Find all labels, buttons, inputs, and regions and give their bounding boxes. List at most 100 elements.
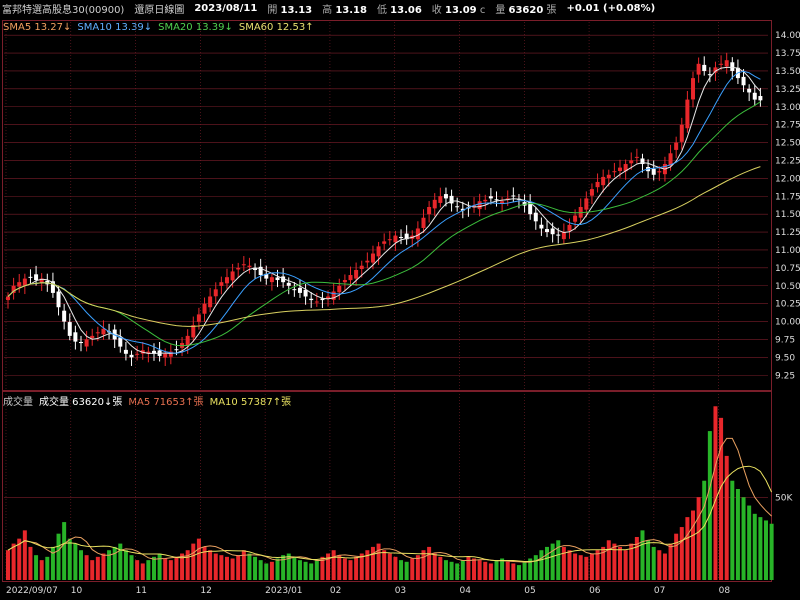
volume-bar: [281, 555, 286, 580]
price-panel[interactable]: [2, 20, 772, 391]
candle-body: [370, 253, 375, 263]
price-tick-label: 13.50: [775, 67, 800, 77]
volume-bar: [62, 522, 67, 580]
security-title: 富邦特選高股息30(00900): [2, 5, 125, 16]
volume-bar: [196, 538, 201, 580]
candle-body: [702, 64, 707, 71]
volume-bar: [365, 550, 370, 580]
volume-bar: [460, 560, 465, 580]
volume-bar: [415, 555, 420, 580]
volume-bar: [337, 555, 342, 580]
volume-bar: [561, 546, 566, 580]
candle-body: [90, 335, 95, 339]
volume-bar: [618, 546, 623, 580]
sma10-line: [7, 70, 761, 354]
volume-bar: [522, 561, 527, 580]
candle-body: [331, 291, 336, 300]
volume-bar: [101, 553, 106, 580]
volume-bar: [421, 550, 426, 580]
volume-bar: [331, 550, 336, 580]
candle-body: [606, 174, 611, 179]
volume-bar: [707, 431, 712, 580]
price-tick-label: 9.50: [775, 353, 795, 363]
volume-bar: [556, 540, 561, 580]
sma60-legend: SMA60 12.53↑: [238, 22, 314, 33]
x-tick-label: 2023/01: [265, 586, 303, 596]
volume-bar: [236, 555, 241, 580]
volume-legend-title: 成交量: [3, 397, 33, 408]
candle-body: [477, 201, 482, 210]
volume-bar: [73, 543, 78, 580]
volume-bar: [578, 555, 583, 580]
volume-bar: [157, 553, 162, 580]
volume-bar: [6, 550, 10, 580]
volume-bar: [123, 550, 128, 580]
volume-bar: [297, 560, 302, 580]
chart-type-label[interactable]: 還原日線圖: [134, 5, 185, 16]
volume-bar: [500, 558, 505, 580]
candle-body: [696, 63, 701, 75]
x-tick-label: 05: [524, 586, 536, 596]
candle-body: [146, 351, 151, 354]
volume-bar: [668, 543, 673, 580]
candle-body: [584, 198, 589, 210]
candle-body: [129, 354, 134, 358]
sma60-line: [7, 166, 761, 327]
candle-body: [258, 266, 263, 276]
volume-bar: [370, 546, 375, 580]
candle-body: [281, 276, 286, 283]
volume-bar: [764, 520, 768, 580]
volume-bar: [253, 556, 258, 580]
price-tick-label: 11.75: [775, 192, 800, 202]
candle-body: [618, 167, 623, 172]
price-tick-label: 14.00: [775, 31, 800, 41]
volume-bar: [275, 558, 280, 580]
candle-body: [376, 246, 381, 257]
candle-body: [174, 349, 179, 351]
x-tick-label: 07: [653, 586, 666, 596]
volume-bar: [129, 555, 134, 580]
volume-bar: [472, 558, 477, 580]
candle-body: [50, 281, 55, 293]
volume-bar: [573, 553, 578, 580]
volume-bar: [691, 510, 696, 580]
volume-bar: [387, 553, 392, 580]
candle-body: [404, 233, 409, 240]
volume-bar: [286, 553, 291, 580]
candle-body: [320, 298, 325, 301]
volume-bar: [213, 553, 218, 580]
volume-bar: [443, 560, 448, 580]
candle-body: [460, 208, 465, 211]
price-tick-label: 12.25: [775, 156, 800, 166]
volume-bar: [202, 546, 207, 580]
price-tick-label: 10.25: [775, 300, 800, 310]
candle-body: [67, 322, 72, 336]
volume-unit: 張: [546, 5, 557, 16]
candle-body: [236, 267, 241, 270]
candle-body: [629, 160, 634, 164]
candle-body: [22, 278, 27, 286]
x-tick-label: 12: [200, 586, 212, 596]
candle-body: [488, 196, 493, 199]
volume-bar: [342, 558, 347, 580]
candle-body: [505, 198, 510, 200]
volume-bar: [34, 555, 39, 580]
volume-bar: [747, 505, 752, 580]
volume-bar: [539, 550, 544, 580]
low-value: 13.06: [390, 5, 422, 16]
candle-body: [348, 275, 353, 281]
candle-body: [34, 274, 39, 281]
x-tick-label: 11: [135, 586, 148, 596]
candle-body: [224, 277, 229, 284]
c-label: c: [479, 5, 486, 16]
candle-body: [438, 196, 443, 203]
volume-bar: [208, 550, 213, 580]
x-tick-label: 06: [589, 586, 601, 596]
candle-body: [595, 181, 600, 188]
close-value: 13.09: [444, 5, 477, 16]
volume-bar: [67, 538, 72, 580]
price-tick-label: 10.75: [775, 264, 800, 274]
volume-label: 量: [495, 5, 506, 16]
volume-panel[interactable]: [2, 391, 772, 582]
